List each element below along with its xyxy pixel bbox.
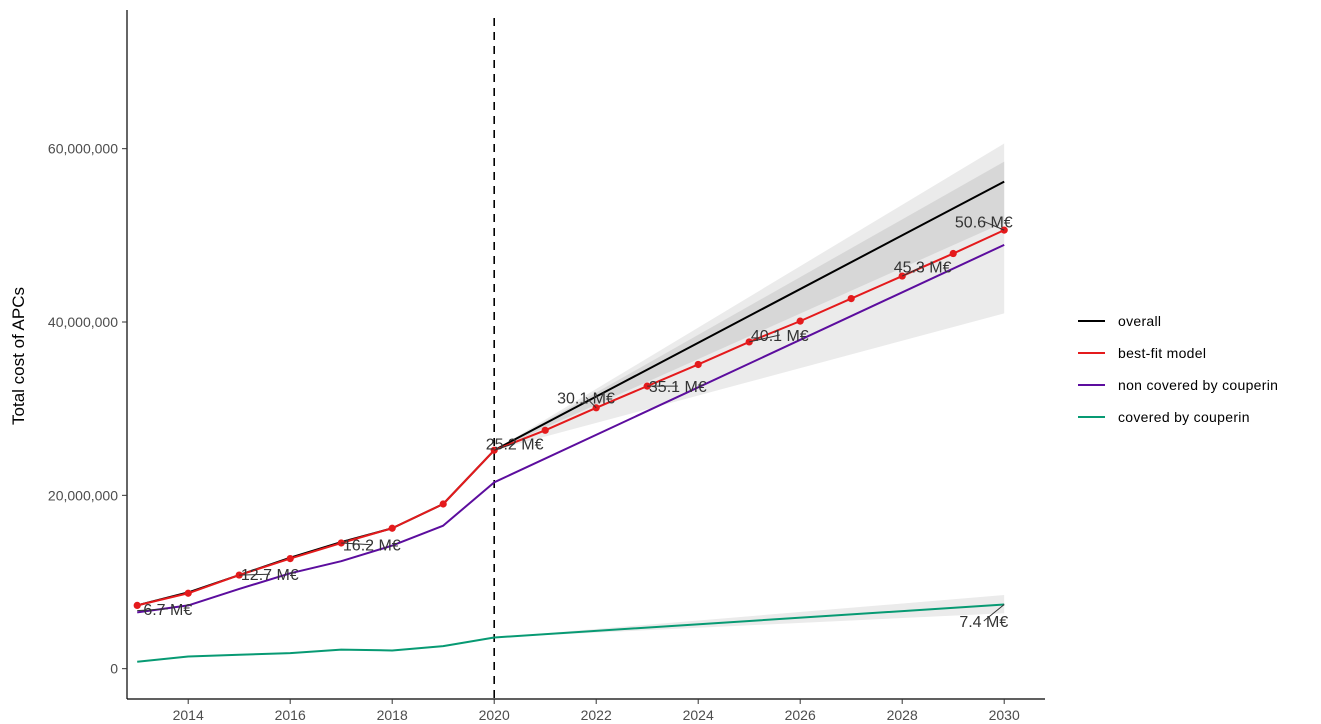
annotations: 6.7 M€ 12.7 M€ 16.2 M€ 25.2 M€ 30.1 M€ 35.1 M… [137,214,1013,631]
x-tick-label-2030: 2030 [989,707,1020,723]
band-overall [494,161,1005,451]
annotation-leader-1 [239,573,270,576]
x-tick-label-2024: 2024 [683,707,714,723]
annotation-leader-8 [983,221,1005,231]
x-tick-label-2014: 2014 [173,707,204,723]
x-tick-label-2016: 2016 [275,707,306,723]
series-markers [133,226,1008,610]
annotation-label-0: 6.7 M€ [143,602,192,619]
point-best-fit-model-2026 [796,317,804,325]
point-best-fit-model-2019 [439,500,447,508]
annotation-leader-0 [137,608,168,612]
x-tick-label-2020: 2020 [479,707,510,723]
y-tick-label-2: 40,000,000 [48,314,118,330]
band-covered-by-couperin [494,595,1005,638]
legend-label-covered-by-couperin: covered by couperin [1118,409,1250,425]
point-best-fit-model-2029 [949,249,957,258]
point-best-fit-model-2030 [1000,226,1008,234]
point-best-fit-model-2021 [541,426,549,434]
y-axis-title: Total cost of APCs [9,287,28,425]
line-non-covered-by-couperin [137,243,1005,614]
y-tick-label-0: 0 [110,661,118,677]
axes [126,10,1045,700]
annotation-label-9: 7.4 M€ [959,614,1008,631]
point-best-fit-model-2015 [235,571,243,579]
point-best-fit-model-2024 [694,360,702,369]
annotation-label-8: 50.6 M€ [955,214,1013,231]
annotation-label-2: 16.2 M€ [343,538,401,555]
annotation-label-3: 25.2 M€ [486,436,544,453]
annotation-leader-4 [585,397,597,409]
point-best-fit-model-2013 [133,601,141,610]
y-tick-label-1: 20,000,000 [48,487,118,503]
x-tick-label-2022: 2022 [581,707,612,723]
line-best-fit-model [136,229,1005,607]
x-tick-label-2018: 2018 [377,707,408,723]
line-covered-by-couperin [137,603,1005,663]
point-best-fit-model-2014 [184,589,192,597]
annotation-label-7: 45.3 M€ [894,260,952,277]
annotation-label-1: 12.7 M€ [241,567,299,584]
annotation-label-4: 30.1 M€ [557,390,615,407]
y-tick-label-3: 60,000,000 [48,141,118,157]
legend-label-best-fit-model: best-fit model [1118,345,1206,361]
x-tick-label-2028: 2028 [887,707,918,723]
annotation-leader-7 [901,266,923,277]
annotation-label-6: 40.1 M€ [751,328,809,345]
annotation-leader-9 [983,604,1005,622]
point-best-fit-model-2027 [847,295,855,303]
point-best-fit-model-2016 [286,555,294,563]
annotation-leader-2 [341,542,372,546]
annotation-leader-6 [749,334,780,343]
ticks: 2014 2016 2018 2020 2022 2024 2026 2028 2030 0 20,… [48,141,1020,723]
confidence-bands [494,143,1005,638]
point-best-fit-model-2018 [388,524,396,532]
annotation-label-5: 35.1 M€ [649,379,707,396]
legend-label-overall: overall [1118,313,1161,329]
annotation-leader-3 [494,442,515,451]
legend: overall best-fit model non covered by coup… [1078,313,1278,425]
legend-label-non-covered-by-couperin: non covered by couperin [1118,377,1278,393]
x-tick-label-2026: 2026 [785,707,816,723]
band-best-fit-model [494,143,1005,451]
